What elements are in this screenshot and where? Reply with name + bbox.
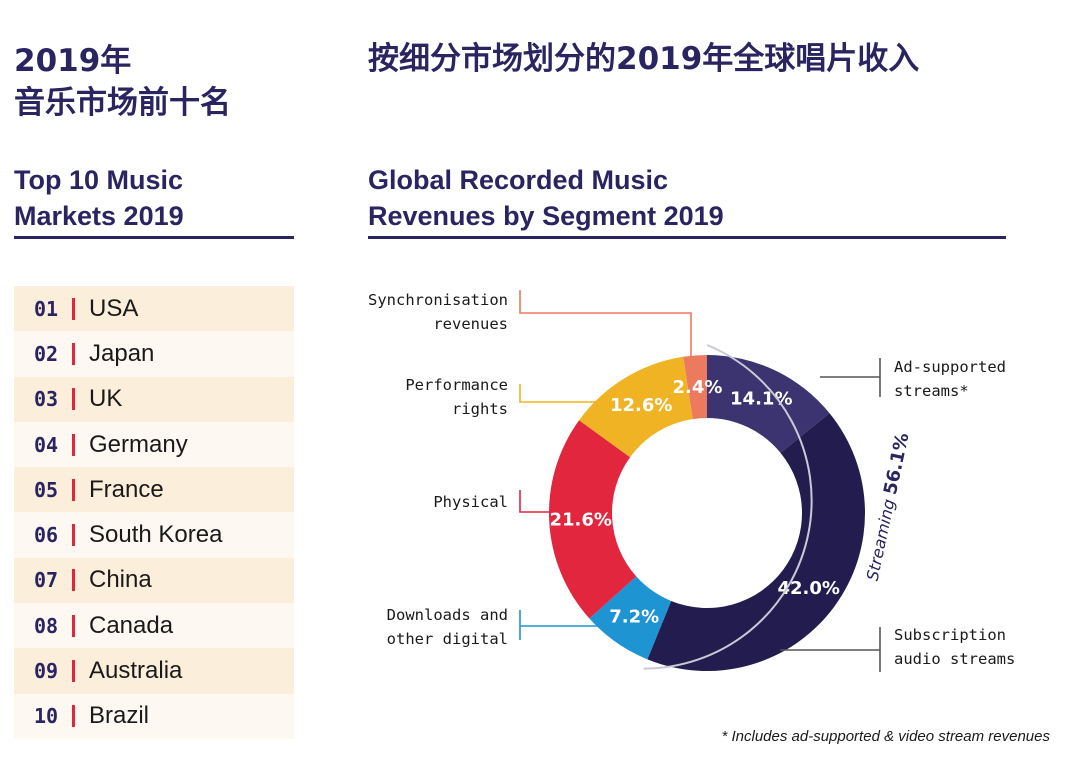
- leader-physical: [519, 490, 560, 513]
- market-rank: 02: [34, 341, 59, 366]
- market-country: Germany: [89, 430, 188, 458]
- left-title-cn: 2019年 音乐市场前十名: [14, 40, 314, 124]
- market-row-02: 02 Japan: [14, 331, 294, 377]
- slice-synchronisation: [683, 355, 707, 420]
- market-rank: 08: [34, 613, 59, 638]
- slice-physical: [548, 420, 637, 619]
- market-country: China: [89, 566, 152, 594]
- leader-ad-supported: [820, 358, 881, 397]
- left-title-cn-line2: 音乐市场前十名: [14, 85, 231, 121]
- pct-label-physical: 21.6%: [549, 510, 611, 531]
- market-country: Canada: [89, 611, 174, 639]
- segment-labels: Synchronisation revenues Performance rights…: [368, 291, 1015, 668]
- market-country: Japan: [89, 339, 155, 367]
- slice-performance: [579, 356, 693, 458]
- rank-separator: [72, 705, 75, 728]
- rank-separator: [72, 660, 75, 683]
- market-rank: 06: [34, 523, 59, 548]
- rank-separator: [72, 297, 75, 320]
- pct-label-ad-supported: 14.1%: [730, 389, 792, 410]
- left-title-en-line1: Top 10 Music: [14, 165, 184, 195]
- market-rank: 03: [34, 387, 59, 412]
- leader-subscription: [780, 627, 881, 672]
- left-title-cn-line1: 2019年: [14, 43, 132, 79]
- market-row-07: 07 China: [14, 557, 294, 604]
- label-physical: Physical: [433, 493, 508, 511]
- leader-lines: [519, 290, 881, 672]
- leader-downloads: [519, 610, 600, 640]
- market-country: Brazil: [89, 702, 150, 730]
- rank-separator: [72, 342, 75, 365]
- label-synchronisation: Synchronisation revenues: [368, 291, 508, 333]
- market-row-05: 05 France: [14, 467, 294, 513]
- footnote: * Includes ad-supported & video stream r…: [721, 728, 1050, 745]
- left-title-en: Top 10 Music Markets 2019: [14, 162, 314, 234]
- slice-downloads: [589, 576, 672, 660]
- pct-label-subscription: 42.0%: [777, 578, 839, 599]
- pct-label-downloads: 7.2%: [609, 606, 659, 627]
- leader-performance: [519, 384, 600, 403]
- pct-label-performance: 12.6%: [610, 395, 672, 416]
- market-country: Australia: [89, 657, 183, 685]
- label-performance: Performance rights: [405, 376, 508, 418]
- streaming-label: Streaming 56.1%: [862, 431, 914, 583]
- market-country: South Korea: [89, 521, 223, 549]
- market-country: France: [89, 475, 164, 503]
- rank-separator: [72, 569, 75, 592]
- slice-subscription: [647, 413, 865, 671]
- market-rank: 07: [34, 568, 59, 593]
- streaming-label-text: Streaming: [863, 492, 900, 582]
- market-rank: 04: [34, 432, 59, 457]
- label-ad-supported: Ad-supported streams*: [894, 358, 1006, 400]
- market-row-01: 01 USA: [14, 286, 294, 332]
- market-row-06: 06 South Korea: [14, 512, 294, 558]
- market-row-03: 03 UK: [14, 376, 294, 422]
- market-row-09: 09 Australia: [14, 648, 294, 694]
- leader-synchronisation: [519, 290, 692, 360]
- rank-separator: [72, 614, 75, 637]
- right-title-en-line2: Revenues by Segment 2019: [368, 201, 724, 231]
- market-row-04: 04 Germany: [14, 421, 294, 468]
- market-country: USA: [89, 294, 139, 322]
- market-rank: 01: [34, 296, 59, 321]
- left-title-divider: [14, 236, 294, 239]
- pct-label-synchronisation: 2.4%: [673, 377, 723, 398]
- label-downloads: Downloads and other digital: [387, 606, 508, 648]
- right-title-en: Global Recorded Music Revenues by Segmen…: [368, 162, 1008, 234]
- streaming-value: 56.1%: [880, 431, 914, 496]
- rank-separator: [72, 388, 75, 411]
- label-subscription: Subscription audio streams: [894, 626, 1015, 668]
- slice-ad-supported: [707, 355, 830, 453]
- rank-separator: [72, 478, 75, 501]
- market-row-08: 08 Canada: [14, 603, 294, 649]
- market-rank: 05: [34, 477, 59, 502]
- market-row-10: 10 Brazil: [14, 693, 294, 739]
- market-rank: 09: [34, 659, 59, 684]
- market-rank: 10: [34, 704, 59, 729]
- left-title-en-line2: Markets 2019: [14, 201, 184, 231]
- rank-separator: [72, 433, 75, 456]
- percent-labels: 14.1% 42.0% 7.2% 21.6% 12.6%2.4%: [549, 377, 839, 628]
- market-list: 01 USA 02 Japan 03 UK 04 Germany 05 Fran…: [14, 286, 294, 739]
- streaming-arc: [643, 344, 813, 670]
- right-title-cn: 按细分市场划分的2019年全球唱片收入: [368, 41, 920, 77]
- right-title-divider: [368, 236, 1006, 239]
- right-title-en-line1: Global Recorded Music: [368, 165, 669, 195]
- rank-separator: [72, 524, 75, 547]
- market-country: UK: [89, 385, 123, 413]
